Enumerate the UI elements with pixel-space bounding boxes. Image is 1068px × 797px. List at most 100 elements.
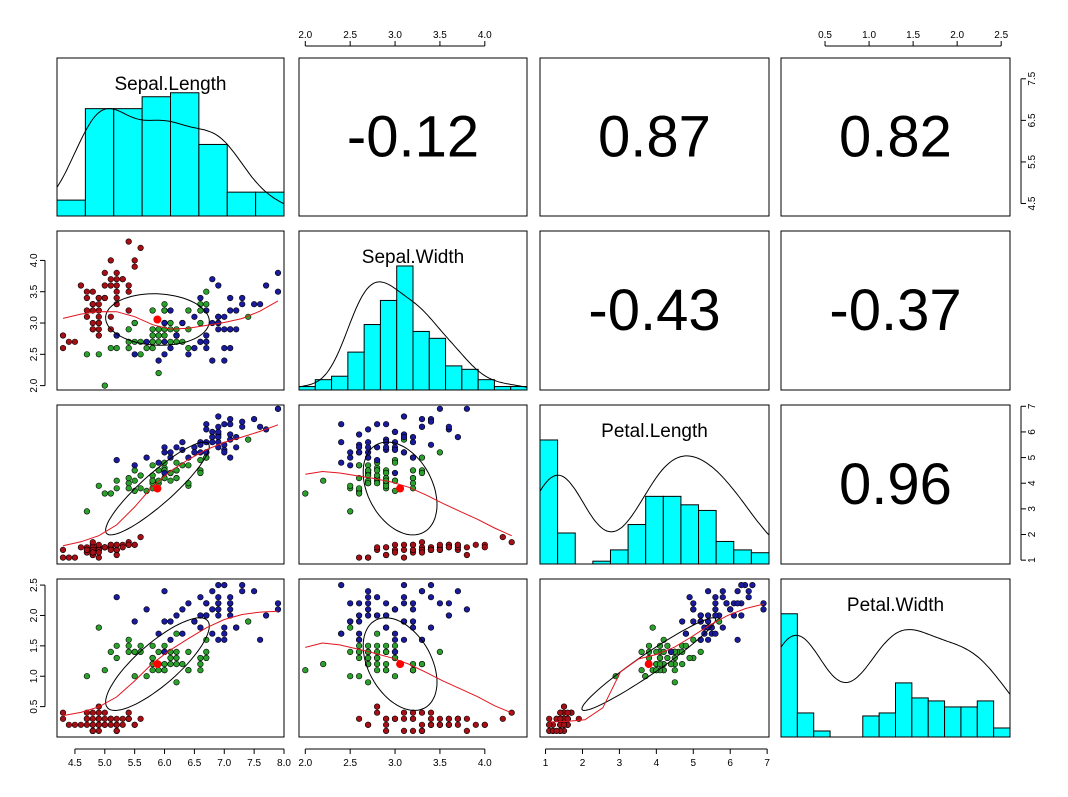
scatter-point [445, 423, 453, 430]
scatter-point [557, 709, 564, 716]
scatter-point [131, 541, 138, 548]
scatter-point [167, 345, 174, 352]
scatter-point [131, 721, 138, 728]
scatter-point [409, 541, 417, 548]
scatter-point [179, 606, 186, 613]
scatter-point [671, 667, 678, 674]
bottom-axis-label: 5 [691, 758, 697, 769]
scatter-point [391, 636, 399, 643]
scatter-point [233, 307, 240, 314]
scatter-point [374, 421, 381, 428]
scatter-point [697, 612, 704, 619]
scatter-point [400, 554, 408, 561]
scatter-point [95, 554, 102, 561]
scatter-point [179, 439, 186, 446]
scatter-point [418, 549, 426, 556]
scatter-point [161, 307, 168, 314]
scatter-point [320, 660, 327, 668]
scatter-point [161, 444, 168, 451]
scatter-point [125, 485, 132, 492]
scatter-point [436, 541, 444, 548]
panel-border [298, 57, 528, 217]
panel-3-2 [539, 578, 770, 738]
scatter-point [185, 326, 192, 333]
scatter-point [564, 709, 571, 716]
bottom-axis-label: 3.0 [388, 758, 402, 769]
scatter-point [239, 418, 246, 425]
scatter-point [113, 541, 120, 548]
scatter-point [149, 326, 156, 333]
scatter-point [113, 276, 120, 283]
scatter-point [221, 630, 228, 637]
scatter-point [391, 446, 399, 454]
scatter-point [409, 600, 417, 607]
left-axis-label: 3.0 [29, 316, 40, 330]
scatter-point [125, 475, 132, 482]
scatter-point [719, 594, 726, 601]
scatter-point [463, 715, 471, 722]
scatter-point [383, 482, 390, 489]
left-axis-label: 1.5 [29, 638, 40, 652]
scatter-point [239, 581, 246, 589]
scatter-point [463, 551, 471, 559]
bottom-axis-label: 6 [727, 758, 733, 769]
scatter-point [71, 554, 78, 561]
scatter-point [383, 648, 390, 656]
smooth-line [62, 424, 279, 547]
scatter-point [436, 648, 444, 656]
scatter-point [161, 332, 168, 339]
panel-border [780, 404, 1011, 565]
scatter-point [400, 727, 408, 735]
scatter-point [155, 338, 162, 345]
bottom-axis-label: 7.0 [217, 758, 231, 769]
scatter-point [374, 594, 381, 601]
panel-border [298, 578, 528, 738]
top-axis-label: 2.0 [950, 30, 964, 41]
centroid-point [153, 660, 162, 669]
scatter-point [365, 600, 372, 607]
scatter-point [131, 263, 138, 270]
scatter-point [167, 307, 174, 314]
hist-bar [878, 712, 897, 738]
scatter-point [137, 244, 144, 251]
scatter-point [83, 307, 90, 314]
scatter-point [400, 434, 408, 441]
hist-bar [255, 191, 285, 217]
hist-bar [539, 439, 559, 565]
scatter-point [409, 606, 417, 613]
scatter-point [221, 357, 228, 364]
hist-bar [662, 495, 682, 565]
scatter-point [356, 449, 363, 456]
scatter-point [704, 588, 712, 595]
scatter-point [107, 313, 114, 320]
scatter-point [131, 618, 138, 625]
scatter-point [221, 636, 228, 643]
scatter-point [113, 269, 120, 277]
scatter-point [427, 546, 435, 554]
scatter-point [107, 345, 114, 352]
scatter-point [161, 588, 168, 595]
scatter-point [125, 326, 132, 333]
scatter-point [445, 715, 453, 722]
scatter-point [113, 715, 120, 722]
scatter-point [95, 482, 102, 489]
scatter-point [645, 642, 653, 649]
scatter-point [302, 667, 309, 674]
scatter-point [95, 727, 102, 735]
scatter-point [383, 624, 390, 631]
scatter-point [167, 319, 174, 327]
scatter-point [203, 301, 210, 308]
scatter-point [131, 257, 138, 264]
top-axis-label: 3.5 [433, 30, 447, 41]
panel-3-1 [298, 578, 528, 738]
scatter-point [356, 462, 363, 469]
scatter-point [712, 630, 719, 637]
top-axis-label: 2.5 [343, 30, 357, 41]
scatter-point [149, 345, 156, 352]
scatter-point [365, 462, 372, 469]
scatter-point [233, 326, 240, 333]
scatter-point [546, 721, 553, 728]
bottom-axis-label: 6.5 [187, 758, 201, 769]
scatter-point [251, 416, 258, 423]
